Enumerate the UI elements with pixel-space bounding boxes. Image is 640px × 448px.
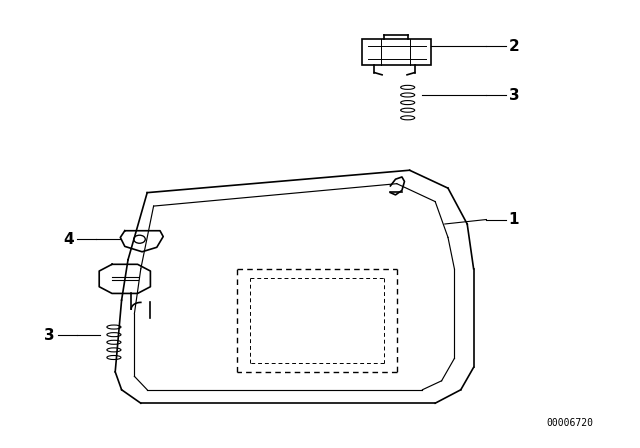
Text: 00006720: 00006720 [546,418,593,428]
Text: 2: 2 [509,39,520,54]
Text: 4: 4 [63,232,74,247]
Text: 3: 3 [44,327,54,343]
Text: 3: 3 [509,88,520,103]
Text: 1: 1 [509,212,519,227]
Bar [362,39,431,65]
